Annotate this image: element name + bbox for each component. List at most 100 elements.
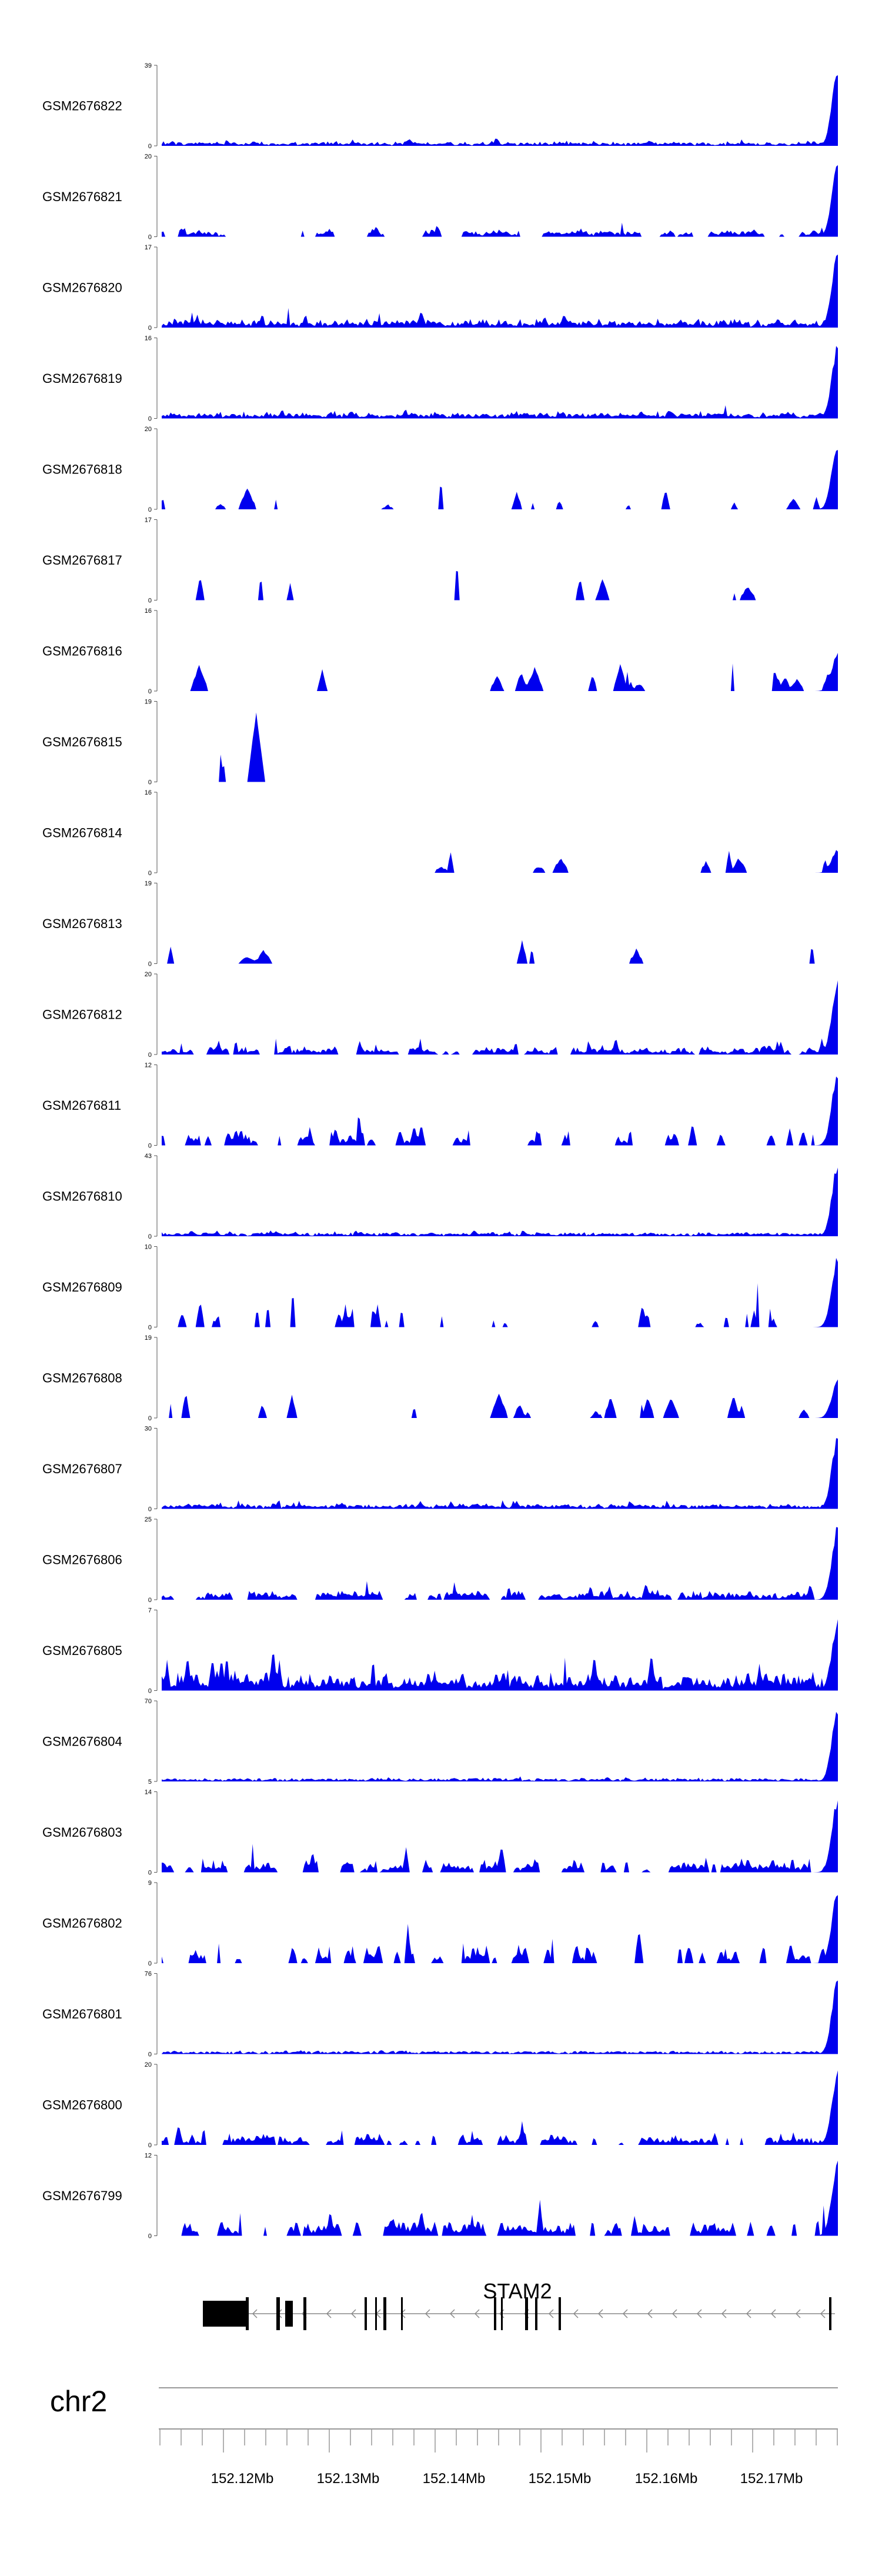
track-GSM2676814: GSM2676814 16 0 — [42, 789, 838, 877]
strand-arrow — [820, 2309, 826, 2318]
x-tick-label: 152.15Mb — [529, 2471, 592, 2487]
coverage-area — [162, 712, 838, 782]
track-label: GSM2676803 — [42, 1825, 122, 1840]
track-GSM2676804: GSM2676804 70 5 — [42, 1698, 838, 1786]
y-min-label: 0 — [148, 1324, 152, 1332]
coverage-area — [162, 1711, 838, 1781]
strand-arrow — [647, 2309, 653, 2318]
coverage-area — [162, 1076, 838, 1146]
x-tick-label: 152.12Mb — [211, 2471, 274, 2487]
coverage-area — [162, 1895, 838, 1963]
y-max-label: 16 — [145, 608, 152, 615]
track-label: GSM2676815 — [42, 735, 122, 749]
track-label: GSM2676818 — [42, 462, 122, 477]
gene-name-label: STAM2 — [483, 2279, 552, 2303]
y-min-label: 0 — [148, 2233, 152, 2240]
track-label: GSM2676802 — [42, 1916, 122, 1931]
coverage-area — [162, 1167, 838, 1236]
y-max-label: 19 — [145, 880, 152, 887]
x-tick-label: 152.16Mb — [635, 2471, 698, 2487]
y-max-label: 20 — [145, 971, 152, 978]
y-max-label: 12 — [145, 1062, 152, 1069]
y-min-label: 0 — [148, 1415, 152, 1422]
coverage-area — [162, 570, 838, 600]
y-min-label: 0 — [148, 1960, 152, 1967]
y-max-label: 25 — [145, 1516, 152, 1523]
strand-arrow — [671, 2309, 677, 2318]
gene-model-track: STAM2 — [203, 2279, 835, 2330]
track-label: GSM2676808 — [42, 1371, 122, 1386]
track-label: GSM2676810 — [42, 1189, 122, 1204]
y-min-label: 0 — [148, 1597, 152, 1604]
track-label: GSM2676800 — [42, 2098, 122, 2113]
coverage-area — [162, 346, 838, 419]
strand-arrow — [770, 2309, 776, 2318]
track-GSM2676820: GSM2676820 17 0 — [42, 244, 838, 332]
exon — [383, 2297, 386, 2330]
strand-arrow — [425, 2309, 430, 2318]
track-label: GSM2676812 — [42, 1007, 122, 1022]
exon — [829, 2297, 831, 2330]
track-GSM2676815: GSM2676815 19 0 — [42, 699, 838, 786]
strand-arrow — [326, 2309, 332, 2318]
track-GSM2676805: GSM2676805 7 0 — [42, 1607, 838, 1695]
y-max-label: 20 — [145, 426, 152, 433]
track-label: GSM2676806 — [42, 1553, 122, 1567]
track-label: GSM2676799 — [42, 2188, 122, 2203]
strand-arrow — [573, 2309, 579, 2318]
y-max-label: 19 — [145, 699, 152, 706]
coverage-area — [162, 1527, 838, 1600]
strand-arrow — [696, 2309, 702, 2318]
genomic-axis: 152.12Mb 152.13Mb 152.14Mb 152.15Mb 152.16Mb… — [159, 2428, 838, 2487]
y-min-label: 0 — [148, 961, 152, 968]
track-GSM2676807: GSM2676807 30 0 — [42, 1426, 838, 1513]
track-GSM2676817: GSM2676817 17 0 — [42, 517, 838, 605]
y-max-label: 70 — [145, 1698, 152, 1705]
track-label: GSM2676814 — [42, 826, 122, 840]
track-GSM2676808: GSM2676808 19 0 — [42, 1334, 838, 1422]
strand-arrow — [350, 2309, 356, 2318]
track-label: GSM2676822 — [42, 99, 122, 114]
coverage-area — [162, 1257, 838, 1327]
exon — [525, 2297, 528, 2330]
track-GSM2676812: GSM2676812 20 0 — [42, 971, 838, 1059]
coverage-area — [162, 940, 838, 964]
strand-arrow — [721, 2309, 727, 2318]
exon — [285, 2301, 293, 2327]
y-max-label: 20 — [145, 154, 152, 161]
track-label: GSM2676819 — [42, 371, 122, 386]
y-min-label: 0 — [148, 1143, 152, 1150]
coverage-area — [162, 1379, 838, 1418]
y-max-label: 17 — [145, 517, 152, 524]
y-min-label: 0 — [148, 1052, 152, 1059]
track-GSM2676811: GSM2676811 12 0 — [42, 1062, 838, 1150]
track-GSM2676801: GSM2676801 76 0 — [42, 1971, 838, 2058]
strand-arrow — [746, 2309, 751, 2318]
track-label: GSM2676804 — [42, 1734, 122, 1749]
coverage-area — [162, 1619, 838, 1691]
exon — [303, 2297, 306, 2330]
y-min-label: 0 — [148, 416, 152, 423]
track-label: GSM2676821 — [42, 189, 122, 204]
track-GSM2676813: GSM2676813 19 0 — [42, 880, 838, 968]
track-GSM2676802: GSM2676802 9 0 — [42, 1880, 838, 1967]
y-min-label: 0 — [148, 506, 152, 513]
strand-arrow — [548, 2309, 554, 2318]
y-min-label: 0 — [148, 1506, 152, 1513]
track-GSM2676800: GSM2676800 20 0 — [42, 2061, 838, 2149]
track-label: GSM2676811 — [42, 1098, 121, 1113]
exon — [375, 2297, 377, 2330]
track-label: GSM2676805 — [42, 1643, 122, 1658]
coverage-area — [162, 1980, 838, 2054]
track-label: GSM2676820 — [42, 281, 122, 295]
y-min-label: 0 — [148, 325, 152, 332]
x-tick-label: 152.14Mb — [423, 2471, 486, 2487]
track-label: GSM2676817 — [42, 553, 122, 568]
coverage-area — [162, 850, 838, 873]
exon — [203, 2301, 247, 2327]
exon — [535, 2297, 537, 2330]
y-max-label: 16 — [145, 335, 152, 342]
track-label: GSM2676816 — [42, 644, 122, 659]
y-max-label: 43 — [145, 1153, 152, 1160]
y-max-label: 9 — [148, 1880, 152, 1887]
